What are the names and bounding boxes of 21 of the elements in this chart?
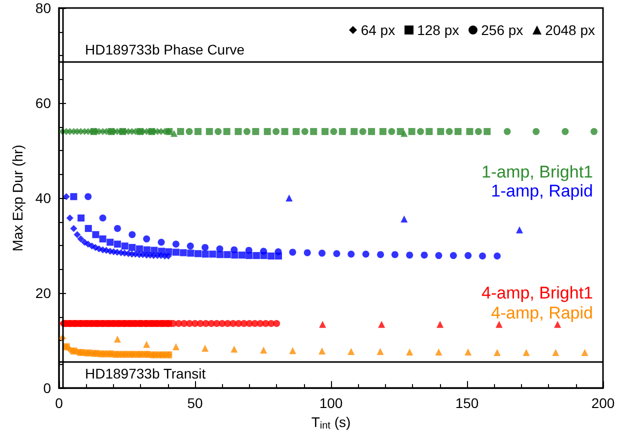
y-axis-title: Max Exp Dur (hr) xyxy=(10,144,26,252)
text: 1-amp, Bright1 xyxy=(482,162,593,182)
y-tick-label: 80 xyxy=(35,0,52,16)
annotation: 256 px xyxy=(481,22,524,38)
x-tick-label: 100 xyxy=(319,395,343,412)
x-tick-label: 150 xyxy=(455,395,479,412)
y-tick-label: 0 xyxy=(43,380,52,396)
x-tick-label: 0 xyxy=(55,395,64,412)
text: 4-amp, Rapid xyxy=(490,304,593,322)
text: 1-amp, Rapid xyxy=(490,182,593,200)
annotation: 64 px xyxy=(360,22,396,38)
y-tick-label: 20 xyxy=(35,285,52,302)
y-tick-label: 40 xyxy=(35,190,52,206)
x-tick-label: 50 xyxy=(187,395,203,412)
ref-line-label: HD189733b Phase Curve xyxy=(85,42,245,58)
ref-line-label: HD189733b Transit xyxy=(85,365,206,382)
x-tick-label: 200 xyxy=(591,395,615,412)
annotation: 2048 px xyxy=(545,22,595,38)
y-tick-label: 60 xyxy=(35,95,52,112)
annotation: 128 px xyxy=(417,22,460,38)
text: 4-amp, Bright1 xyxy=(482,284,593,302)
